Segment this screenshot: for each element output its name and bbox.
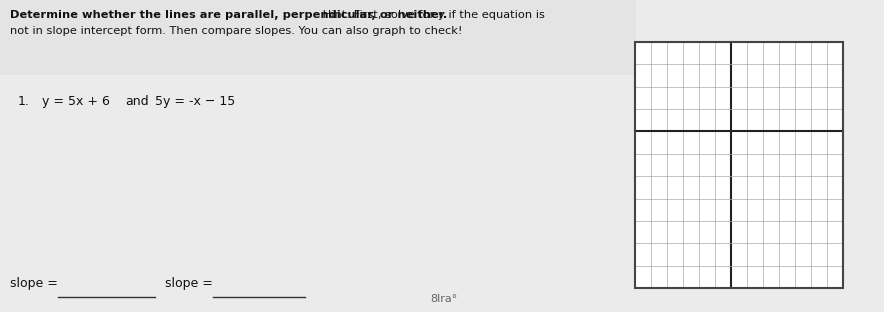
Text: 8lra°: 8lra° [430, 294, 457, 304]
Text: Determine whether the lines are parallel, perpendicular, or neither.: Determine whether the lines are parallel… [10, 10, 447, 20]
Bar [635, 42, 843, 288]
Bar [635, 42, 843, 288]
Text: not in slope intercept form. Then compare slopes. You can also graph to check!: not in slope intercept form. Then compar… [10, 26, 462, 36]
Text: Hint: First, solve for y if the equation is: Hint: First, solve for y if the equation… [319, 10, 545, 20]
Text: and: and [125, 95, 149, 108]
Text: y = 5x + 6: y = 5x + 6 [42, 95, 110, 108]
Text: slope =: slope = [165, 277, 217, 290]
Text: slope =: slope = [10, 277, 62, 290]
Text: 1.: 1. [18, 95, 30, 108]
Bar [0, 0, 636, 75]
Text: 5y = -x − 15: 5y = -x − 15 [155, 95, 235, 108]
